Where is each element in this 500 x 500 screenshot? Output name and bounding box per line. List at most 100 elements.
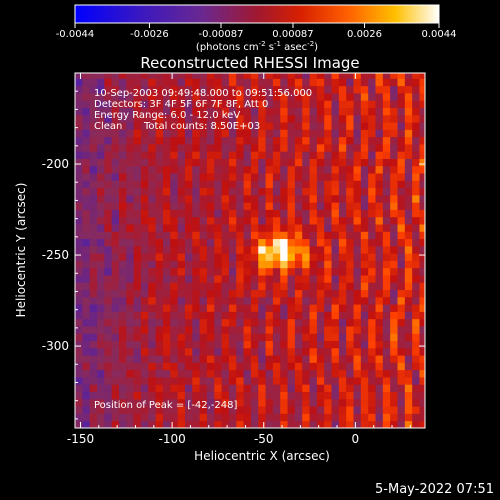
heatmap-cell (221, 318, 230, 327)
heatmap-cell (287, 420, 296, 428)
heatmap-cell (280, 136, 288, 145)
heatmap-cell (294, 209, 303, 218)
heatmap-cell (111, 318, 120, 327)
heatmap-cell (133, 187, 142, 196)
heatmap-cell (419, 73, 425, 79)
heatmap-cell (316, 129, 325, 138)
heatmap-cell (265, 129, 274, 138)
heatmap-cell (118, 289, 127, 298)
heatmap-cell (140, 165, 149, 174)
heatmap-cell (338, 238, 347, 247)
heatmap-cell (309, 398, 318, 407)
heatmap-cell (324, 304, 332, 312)
heatmap-cell (404, 355, 413, 363)
heatmap-cell (140, 304, 149, 312)
heatmap-cell (104, 377, 113, 385)
heatmap-cell (309, 231, 318, 240)
heatmap-cell (265, 347, 274, 356)
heatmap-cell (184, 267, 193, 276)
heatmap-cell (184, 340, 193, 349)
heatmap-cell (287, 216, 296, 225)
heatmap-cell (133, 216, 142, 225)
heatmap-cell (82, 78, 91, 87)
heatmap-cell (382, 136, 391, 145)
heatmap-cell (338, 144, 347, 152)
heatmap-cell (287, 158, 296, 167)
heatmap-cell (382, 362, 391, 371)
annotations: 10-Sep-2003 09:49:48.000 to 09:51:56.000… (94, 88, 312, 411)
heatmap-cell (177, 318, 186, 327)
heatmap-cell (162, 391, 171, 400)
heatmap-cell (272, 151, 281, 159)
heatmap-cell (316, 355, 325, 363)
heatmap-cell (250, 73, 259, 79)
heatmap-cell (192, 413, 201, 422)
heatmap-cell (236, 224, 244, 232)
heatmap-cell (118, 224, 127, 232)
heatmap-cell (126, 311, 135, 320)
heatmap-cell (155, 73, 164, 79)
y-tick-label: -300 (42, 339, 69, 353)
heatmap-cell (338, 107, 347, 116)
heatmap-cell (89, 202, 98, 210)
heatmap-cell (82, 107, 91, 116)
heatmap-cell (272, 326, 281, 334)
heatmap-cell (316, 384, 325, 392)
heatmap-cell (148, 391, 157, 400)
heatmap-cell (214, 326, 222, 334)
heatmap-cell (294, 398, 303, 407)
heatmap-cell (338, 398, 347, 407)
heatmap-cell (155, 340, 164, 349)
heatmap-cell (126, 406, 135, 414)
heatmap-cell (192, 384, 201, 392)
heatmap-cell (375, 406, 384, 414)
heatmap-cell (280, 369, 288, 378)
heatmap-cell (346, 100, 354, 108)
heatmap-cell (316, 391, 325, 400)
heatmap-cell (324, 377, 332, 385)
heatmap-cell (162, 267, 171, 276)
heatmap-cell (221, 209, 230, 218)
heatmap-cell (236, 282, 244, 291)
heatmap-cell (338, 224, 347, 232)
heatmap-cell (199, 173, 208, 181)
heatmap-cell (265, 194, 274, 203)
heatmap-cell (397, 355, 406, 363)
heatmap-cell (346, 187, 354, 196)
heatmap-cell (199, 122, 208, 130)
heatmap-cell (390, 377, 398, 385)
heatmap-cell (382, 260, 391, 269)
heatmap-cell (162, 173, 171, 181)
heatmap-cell (133, 253, 142, 261)
heatmap-cell (331, 362, 340, 371)
heatmap-cell (177, 377, 186, 385)
heatmap-cell (177, 107, 186, 116)
heatmap-cell (390, 362, 398, 371)
heatmap-cell (265, 224, 274, 232)
heatmap-cell (397, 413, 406, 422)
heatmap-cell (133, 362, 142, 371)
heatmap-cell (390, 202, 398, 210)
heatmap-cell (148, 326, 157, 334)
heatmap-cell (184, 420, 193, 428)
heatmap-cell (236, 158, 244, 167)
heatmap-cell (126, 377, 135, 385)
heatmap-cell (104, 406, 113, 414)
heatmap-cell (184, 216, 193, 225)
heatmap-cell (316, 253, 325, 261)
heatmap-cell (111, 420, 120, 428)
heatmap-cell (404, 144, 413, 152)
heatmap-cell (360, 347, 369, 356)
heatmap-cell (324, 209, 332, 218)
heatmap-cell (118, 406, 127, 414)
heatmap-cell (309, 180, 318, 189)
heatmap-cell (338, 311, 347, 320)
heatmap-cell (118, 165, 127, 174)
colorbar-gradient (74, 4, 440, 24)
heatmap-cell (126, 420, 135, 428)
heatmap-cell (236, 165, 244, 174)
heatmap-cell (280, 413, 288, 422)
heatmap-cell (250, 253, 259, 261)
heatmap-cell (324, 100, 332, 108)
heatmap-cell (111, 151, 120, 159)
